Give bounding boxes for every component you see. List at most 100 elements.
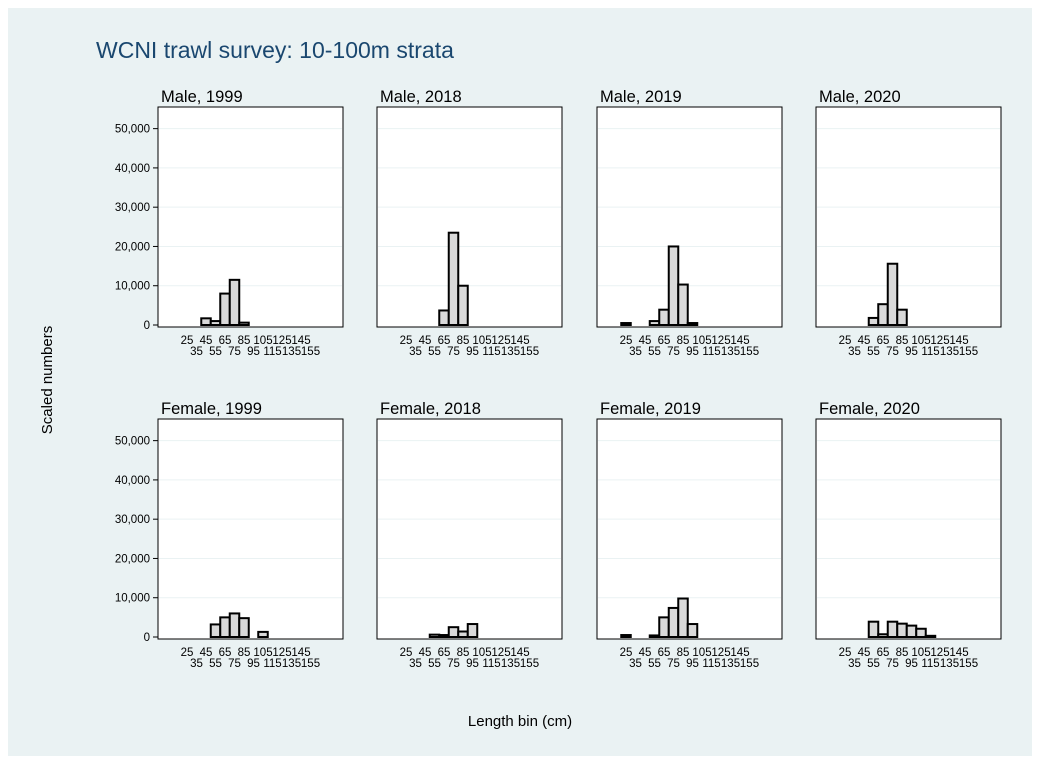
x-tick-label: 145 (291, 335, 310, 347)
y-tick-label: 30,000 (115, 514, 150, 526)
x-tick-label: 65 (877, 335, 890, 347)
x-tick-label: 95 (466, 346, 479, 358)
plot-area (157, 418, 344, 640)
x-tick-label: 115 (263, 346, 281, 358)
histogram-bar (886, 620, 899, 639)
x-tick-label: 125 (491, 647, 510, 659)
x-tick-label: 65 (658, 335, 671, 347)
x-tick-label: 155 (959, 658, 978, 670)
x-tick-label: 125 (930, 647, 949, 659)
panel: Female, 2019 25 45 65 85 105 125 145 35 55 75 95 115… (596, 400, 783, 670)
histogram-bar (447, 231, 460, 326)
x-tick-label: 55 (428, 658, 441, 670)
x-tick-label: 105 (911, 647, 930, 659)
x-tick-label: 85 (457, 647, 470, 659)
histogram-bar (905, 624, 918, 638)
x-tick-label: 95 (905, 658, 918, 670)
x-tick-label: 155 (740, 658, 759, 670)
x-tick-label: 85 (677, 647, 690, 659)
x-tick-label: 25 (181, 647, 194, 659)
plot-area (815, 418, 1002, 640)
x-tick-label: 65 (877, 647, 890, 659)
x-tick-label: 35 (190, 658, 203, 670)
x-tick-label: 85 (238, 647, 251, 659)
x-tick-label: 55 (209, 658, 222, 670)
x-tick-label: 125 (491, 335, 510, 347)
x-tick-label: 105 (472, 335, 491, 347)
x-tick-label: 35 (848, 658, 861, 670)
x-tick-label: 75 (667, 346, 680, 358)
chart-background: WCNI trawl survey: 10-100m strata Length… (8, 8, 1032, 756)
panel-title: Male, 1999 (161, 88, 243, 106)
x-tick-label: 105 (253, 335, 272, 347)
histogram-bar (677, 597, 689, 639)
x-tick-label: 85 (457, 335, 470, 347)
x-tick-label: 155 (959, 346, 978, 358)
y-tick-label: 10,000 (115, 281, 150, 293)
x-tick-label: 145 (949, 647, 968, 659)
histogram-bar (648, 320, 661, 326)
panel-title: Male, 2019 (600, 88, 682, 106)
x-axis-label: Length bin (cm) (468, 713, 572, 730)
histogram-bar (428, 633, 441, 638)
x-tick-label: 45 (200, 647, 213, 659)
x-tick-label: 95 (466, 658, 479, 670)
x-tick-label: 115 (482, 346, 500, 358)
plot-area (157, 106, 344, 328)
histogram-bar (667, 606, 680, 638)
x-tick-label: 145 (730, 647, 749, 659)
x-tick-label: 75 (447, 346, 460, 358)
x-tick-label: 45 (639, 335, 652, 347)
panel: Female, 1999 0 10,000 20,000 30,000 40,000 50,… (115, 400, 344, 670)
x-tick-label: 155 (301, 346, 320, 358)
x-tick-label: 135 (940, 658, 959, 670)
x-tick-label: 55 (648, 346, 661, 358)
x-tick-label: 85 (677, 335, 690, 347)
x-tick-label: 105 (911, 335, 930, 347)
x-tick-label: 25 (400, 335, 413, 347)
x-tick-label: 125 (711, 647, 730, 659)
y-tick-label: 30,000 (115, 202, 150, 214)
x-tick-label: 25 (620, 647, 633, 659)
y-tick-label: 10,000 (115, 593, 150, 605)
panel-title: Female, 1999 (161, 400, 262, 418)
x-tick-label: 95 (247, 658, 260, 670)
panel: Male, 2018 25 45 65 85 105 125 145 35 55 75 95 115 13… (376, 88, 563, 358)
x-tick-label: 135 (282, 658, 301, 670)
histogram-bar (447, 626, 460, 639)
histogram-bar (228, 612, 241, 638)
histogram-bar (200, 317, 212, 327)
histogram-bar (209, 320, 222, 326)
x-tick-label: 135 (721, 658, 740, 670)
x-tick-label: 105 (472, 647, 491, 659)
histogram-bar (457, 284, 469, 326)
histogram-bar (257, 630, 269, 638)
histogram-bar (677, 283, 689, 327)
x-tick-label: 45 (858, 647, 871, 659)
x-tick-label: 115 (921, 346, 939, 358)
x-tick-label: 65 (219, 335, 232, 347)
x-tick-label: 45 (200, 335, 213, 347)
x-tick-label: 155 (520, 658, 539, 670)
x-tick-label: 85 (238, 335, 251, 347)
x-tick-label: 145 (510, 335, 529, 347)
histogram-bar (457, 630, 469, 639)
x-tick-label: 35 (848, 346, 861, 358)
plot-area (376, 418, 563, 640)
x-tick-label: 125 (930, 335, 949, 347)
small-multiples-histogram: WCNI trawl survey: 10-100m strata Length… (39, 37, 1002, 730)
y-tick-label: 0 (144, 632, 150, 644)
x-tick-label: 135 (501, 346, 520, 358)
panel-title: Female, 2019 (600, 400, 701, 418)
y-tick-label: 20,000 (115, 553, 150, 565)
x-tick-label: 35 (629, 658, 642, 670)
panel: Male, 1999 0 10,000 20,000 30,000 40,000 50,00… (115, 88, 344, 358)
x-tick-label: 65 (438, 647, 451, 659)
histogram-bar (219, 616, 231, 639)
plot-area (596, 418, 783, 640)
x-tick-label: 55 (867, 346, 880, 358)
histogram-bar (219, 292, 231, 326)
x-tick-label: 145 (949, 335, 968, 347)
x-tick-label: 45 (419, 335, 432, 347)
histogram-bar (238, 321, 250, 327)
